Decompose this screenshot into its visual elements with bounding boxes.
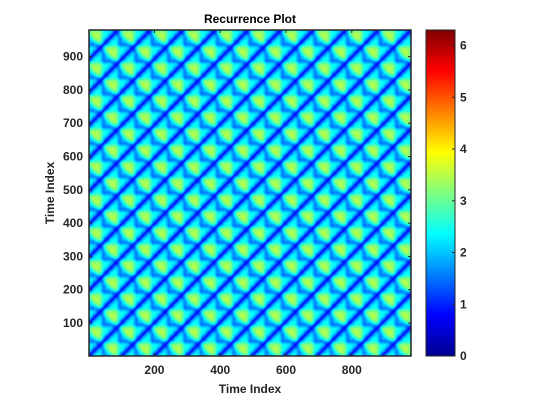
y-tick-label: 200 <box>63 283 83 297</box>
y-tick-label: 800 <box>63 83 83 97</box>
heatmap <box>89 30 411 356</box>
y-axis-label: Time Index <box>43 161 57 224</box>
colorbar-tick-label: 2 <box>460 246 467 260</box>
colorbar-frame <box>425 29 456 357</box>
colorbar-tick-label: 6 <box>460 39 467 53</box>
chart-title: Recurrence Plot <box>204 12 296 26</box>
plot-frame <box>88 29 412 357</box>
colorbar-gradient <box>426 30 455 356</box>
x-tick-label: 600 <box>276 363 296 377</box>
y-tick-label: 900 <box>63 50 83 64</box>
colorbar-tick-label: 3 <box>460 194 467 208</box>
x-tick-label: 400 <box>210 363 230 377</box>
y-tick-label: 300 <box>63 249 83 263</box>
heatmap-image <box>89 30 411 356</box>
y-tick-label: 600 <box>63 150 83 164</box>
y-tick-label: 400 <box>63 216 83 230</box>
colorbar-tick-label: 5 <box>460 90 467 104</box>
colorbar-tick-label: 1 <box>460 297 467 311</box>
x-tick-label: 200 <box>144 363 164 377</box>
x-axis-label: Time Index <box>219 382 282 396</box>
colorbar-tick-label: 0 <box>460 349 467 363</box>
x-axis-ticks: 200 400 600 800 <box>144 30 362 377</box>
y-tick-label: 700 <box>63 116 83 130</box>
colorbar: 0 1 2 3 4 5 6 <box>425 29 467 363</box>
y-tick-label: 500 <box>63 183 83 197</box>
y-tick-label: 100 <box>63 316 83 330</box>
colorbar-tick-label: 4 <box>460 142 467 156</box>
colorbar-ticks: 0 1 2 3 4 5 6 <box>452 39 467 363</box>
x-tick-label: 800 <box>342 363 362 377</box>
y-axis-ticks: 100 200 300 400 500 600 700 800 900 <box>63 50 411 330</box>
